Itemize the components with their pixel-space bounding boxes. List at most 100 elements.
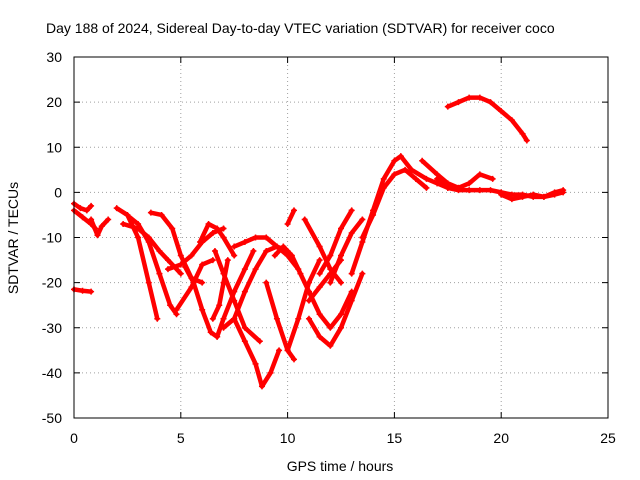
data-point — [224, 257, 231, 264]
data-point — [348, 297, 355, 304]
y-tick-label: -30 — [42, 320, 62, 336]
x-tick-label: 20 — [493, 430, 509, 446]
data-point — [220, 270, 227, 277]
data-point — [338, 324, 344, 331]
data-point — [402, 166, 409, 173]
data-point — [316, 257, 323, 264]
series-line — [210, 257, 231, 321]
data-point — [508, 196, 515, 203]
data-point — [207, 329, 214, 336]
data-point — [252, 234, 259, 241]
data-point — [79, 287, 86, 294]
series-arc-28 — [327, 216, 366, 286]
data-point — [211, 248, 218, 255]
data-point — [220, 225, 227, 232]
data-point — [79, 214, 86, 221]
data-point — [476, 171, 483, 178]
series-arc-15 — [197, 220, 238, 259]
data-point — [231, 315, 238, 322]
series-line — [120, 221, 184, 276]
series-line — [165, 226, 226, 272]
series-line — [263, 280, 297, 362]
data-point — [273, 315, 280, 322]
data-point — [199, 261, 206, 268]
ticks: 0 5 10 15 20 25 -50 -40 -30 -20 -10 0 10 20 30 — [42, 49, 616, 446]
data-point — [380, 184, 387, 191]
x-tick-label: 5 — [177, 430, 185, 446]
data-point — [291, 207, 298, 214]
data-point — [338, 311, 344, 318]
data-point — [338, 225, 344, 232]
series-line — [71, 201, 94, 213]
data-point — [489, 175, 496, 182]
data-point — [105, 216, 112, 223]
data-point — [158, 211, 165, 218]
data-point — [220, 234, 227, 241]
x-tick-label: 25 — [600, 430, 616, 446]
data-point — [98, 223, 105, 230]
data-point — [316, 333, 323, 340]
data-point — [316, 284, 323, 291]
series-line — [302, 217, 344, 285]
data-point — [147, 209, 154, 216]
series-arc-25 — [301, 216, 344, 286]
y-tick-label: 10 — [46, 139, 62, 155]
data-point — [466, 187, 473, 194]
data-point — [466, 180, 473, 187]
data-point — [476, 187, 483, 194]
data-point — [135, 234, 142, 241]
data-point — [154, 315, 161, 322]
grid — [74, 57, 608, 418]
x-tick-label: 0 — [70, 430, 78, 446]
data-point — [423, 184, 430, 191]
data-point — [487, 187, 494, 194]
data-point — [295, 315, 302, 322]
series-layer — [71, 94, 567, 390]
data-point — [338, 252, 344, 259]
data-point — [164, 257, 171, 264]
data-point — [466, 94, 473, 101]
x-tick-label: 10 — [280, 430, 296, 446]
x-axis-label: GPS time / hours — [287, 458, 394, 474]
y-tick-label: -10 — [42, 230, 62, 246]
data-point — [408, 166, 415, 173]
data-point — [126, 214, 133, 221]
series-line — [445, 95, 530, 143]
data-point — [190, 279, 197, 286]
data-point — [487, 99, 494, 106]
data-point — [327, 279, 334, 286]
series-arc-6 — [126, 214, 180, 318]
data-point — [498, 191, 505, 198]
data-point — [263, 248, 270, 255]
series-line — [88, 217, 111, 238]
data-point — [94, 232, 101, 239]
data-point — [305, 315, 312, 322]
data-point — [348, 207, 355, 214]
data-point — [276, 347, 283, 354]
data-point — [380, 175, 387, 182]
data-point — [88, 202, 95, 209]
data-point — [412, 175, 419, 182]
data-point — [167, 302, 174, 309]
series-arc-21 — [271, 243, 312, 295]
data-point — [327, 252, 334, 259]
data-point — [476, 94, 483, 101]
series-line — [285, 257, 322, 353]
data-point — [231, 252, 238, 259]
data-point — [519, 130, 526, 137]
data-point — [135, 225, 142, 232]
data-point — [209, 257, 216, 264]
y-tick-label: 0 — [54, 184, 62, 200]
data-point — [120, 220, 127, 227]
series-line — [182, 264, 220, 340]
data-point — [530, 191, 537, 198]
data-point — [241, 324, 248, 331]
data-point — [263, 279, 270, 286]
series-arc-23 — [305, 270, 366, 349]
data-point — [241, 338, 248, 345]
data-point — [444, 103, 451, 110]
data-point — [231, 297, 238, 304]
series-arc-27 — [316, 207, 355, 277]
data-point — [316, 270, 323, 277]
data-point — [88, 216, 95, 223]
